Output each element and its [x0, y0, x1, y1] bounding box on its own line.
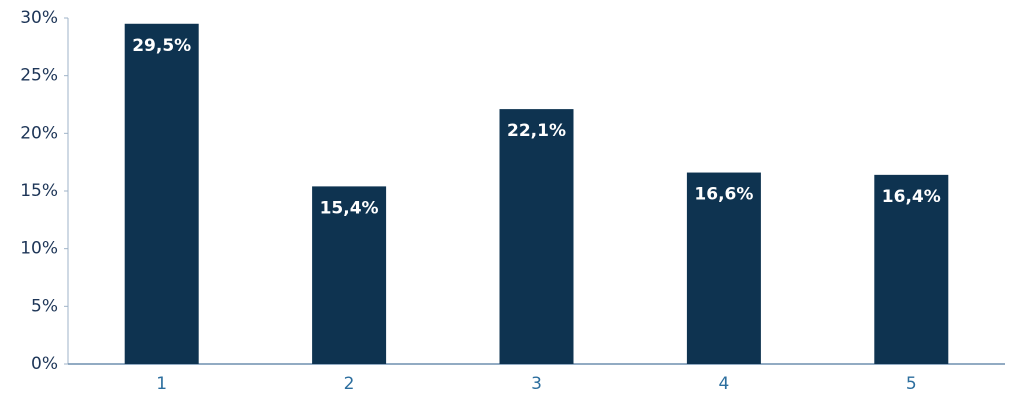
x-tick-label: 1: [156, 374, 167, 394]
value-label: 15,4%: [320, 198, 379, 218]
y-tick-label: 10%: [20, 239, 58, 259]
y-tick-label: 30%: [20, 8, 58, 28]
y-tick-label: 20%: [20, 123, 58, 143]
y-tick-label: 15%: [20, 181, 58, 201]
bar: [686, 172, 761, 364]
bar: [312, 186, 387, 364]
bar: [499, 109, 574, 364]
x-tick-label: 5: [906, 374, 917, 394]
x-tick-label: 2: [344, 374, 355, 394]
x-tick-label: 3: [531, 374, 542, 394]
value-label: 22,1%: [507, 121, 566, 141]
y-tick-label: 25%: [20, 66, 58, 86]
bar: [124, 23, 199, 365]
y-tick-label: 0%: [31, 354, 58, 374]
value-label: 16,6%: [694, 185, 753, 205]
bar: [874, 174, 949, 364]
y-tick-label: 5%: [31, 296, 58, 316]
x-tick-label: 4: [718, 374, 729, 394]
value-label: 16,4%: [882, 187, 941, 207]
value-label: 29,5%: [132, 36, 191, 56]
